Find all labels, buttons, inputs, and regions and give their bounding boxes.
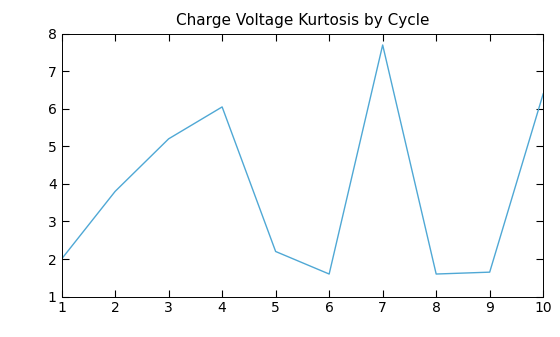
Title: Charge Voltage Kurtosis by Cycle: Charge Voltage Kurtosis by Cycle <box>176 13 429 28</box>
